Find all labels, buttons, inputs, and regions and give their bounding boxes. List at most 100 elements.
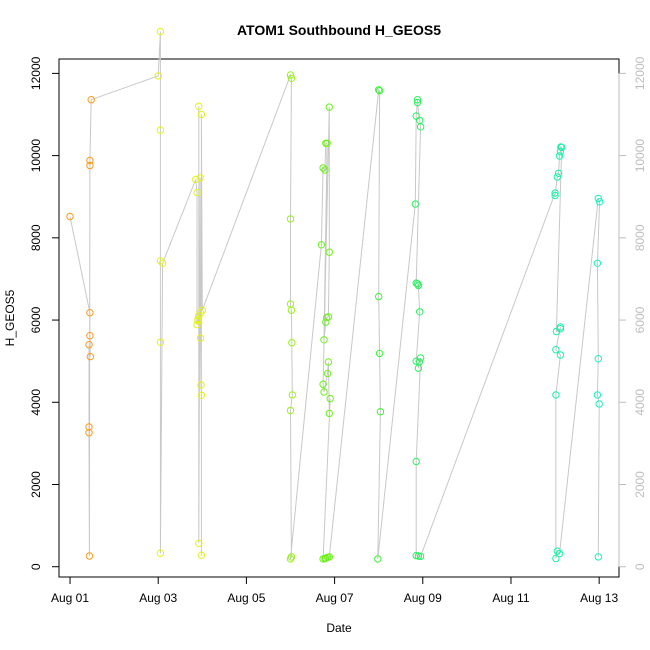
y-tick-label: 6000 bbox=[29, 306, 43, 333]
data-point bbox=[319, 164, 327, 172]
data-point bbox=[594, 355, 602, 363]
data-point bbox=[414, 281, 423, 290]
data-point bbox=[85, 429, 93, 437]
data-point bbox=[197, 391, 206, 399]
data-point bbox=[194, 317, 202, 325]
data-point bbox=[197, 551, 206, 559]
data-point bbox=[86, 156, 94, 165]
data-point bbox=[192, 175, 200, 184]
data-point bbox=[551, 189, 559, 197]
data-point bbox=[556, 351, 565, 359]
y-axis-left: 0 2000 4000 6000 8000 10000 12000 bbox=[29, 56, 60, 570]
y-tick-label: 4000 bbox=[29, 389, 43, 416]
data-point bbox=[413, 98, 422, 107]
y-right-tick-label: 8000 bbox=[633, 224, 647, 251]
data-point bbox=[86, 352, 95, 361]
data-point bbox=[325, 103, 333, 111]
data-point bbox=[197, 381, 205, 389]
data-point bbox=[321, 166, 329, 174]
data-point bbox=[158, 259, 167, 267]
data-point bbox=[156, 27, 165, 36]
data-point bbox=[413, 96, 422, 104]
x-tick-label: Aug 03 bbox=[139, 591, 177, 605]
data-point bbox=[197, 110, 206, 119]
y-axis-label: H_GEOS5 bbox=[3, 289, 17, 346]
data-point bbox=[593, 259, 602, 267]
data-point bbox=[287, 74, 296, 83]
data-point bbox=[195, 539, 203, 547]
y-tick-label: 10000 bbox=[29, 139, 43, 173]
data-point bbox=[413, 280, 422, 288]
y-right-tick-label: 4000 bbox=[633, 389, 647, 416]
data-point bbox=[85, 552, 94, 560]
y-right-tick-label: 2000 bbox=[633, 471, 647, 498]
data-point bbox=[553, 173, 561, 181]
data-point bbox=[555, 152, 564, 160]
data-point bbox=[196, 334, 205, 342]
data-point bbox=[595, 198, 604, 206]
x-axis-label: Date bbox=[326, 621, 352, 635]
plot-frame bbox=[58, 58, 620, 578]
y-tick-label: 8000 bbox=[29, 224, 43, 251]
data-point bbox=[555, 549, 564, 558]
data-point bbox=[323, 369, 332, 378]
x-tick-label: Aug 01 bbox=[51, 591, 89, 605]
data-point bbox=[412, 279, 420, 287]
data-point bbox=[375, 87, 384, 95]
data-point bbox=[193, 320, 201, 329]
data-point bbox=[325, 553, 333, 561]
data-point bbox=[374, 555, 382, 563]
data-point bbox=[558, 143, 566, 152]
data-point bbox=[66, 212, 74, 221]
data-point bbox=[156, 338, 165, 346]
data-point bbox=[412, 457, 420, 466]
data-point bbox=[156, 126, 165, 134]
chart-title: ATOM1 Southbound H_GEOS5 bbox=[237, 22, 441, 38]
y-right-tick-label: 10000 bbox=[633, 139, 647, 173]
data-point bbox=[85, 341, 93, 349]
data-point bbox=[411, 200, 419, 208]
data-point bbox=[193, 188, 201, 197]
data-point bbox=[416, 552, 425, 561]
data-point bbox=[552, 554, 560, 563]
data-point bbox=[286, 215, 295, 223]
data-point bbox=[320, 336, 328, 344]
y-right-tick-label: 0 bbox=[633, 563, 647, 570]
data-point bbox=[287, 306, 296, 314]
y-tick-label: 12000 bbox=[29, 56, 43, 90]
data-point bbox=[325, 248, 333, 256]
data-point bbox=[317, 241, 326, 249]
y-tick-label: 0 bbox=[29, 563, 43, 570]
series-lines bbox=[69, 31, 601, 560]
data-point bbox=[556, 147, 565, 156]
data-point bbox=[556, 323, 565, 331]
y-axis-right: 0 2000 4000 6000 8000 10000 12000 bbox=[618, 56, 647, 570]
data-point bbox=[593, 391, 602, 399]
data-point bbox=[325, 409, 333, 418]
series-points bbox=[66, 27, 604, 563]
data-point bbox=[552, 346, 560, 354]
data-point bbox=[320, 388, 328, 396]
data-point bbox=[323, 139, 331, 148]
data-point bbox=[196, 174, 204, 182]
data-point bbox=[375, 349, 384, 358]
data-point bbox=[416, 308, 424, 316]
data-point bbox=[85, 423, 93, 431]
data-point bbox=[288, 391, 296, 399]
data-point bbox=[86, 332, 94, 340]
y-right-tick-label: 12000 bbox=[633, 56, 647, 90]
data-point bbox=[416, 354, 425, 362]
track-line bbox=[69, 31, 601, 560]
data-point bbox=[154, 72, 162, 80]
x-tick-label: Aug 07 bbox=[316, 591, 354, 605]
data-point bbox=[551, 191, 559, 200]
data-point bbox=[156, 257, 165, 265]
data-point bbox=[376, 408, 385, 416]
data-point bbox=[594, 194, 602, 203]
x-tick-label: Aug 11 bbox=[492, 591, 529, 605]
data-point bbox=[595, 400, 603, 408]
data-point bbox=[195, 102, 203, 111]
data-point bbox=[286, 555, 295, 563]
data-point bbox=[87, 96, 95, 104]
